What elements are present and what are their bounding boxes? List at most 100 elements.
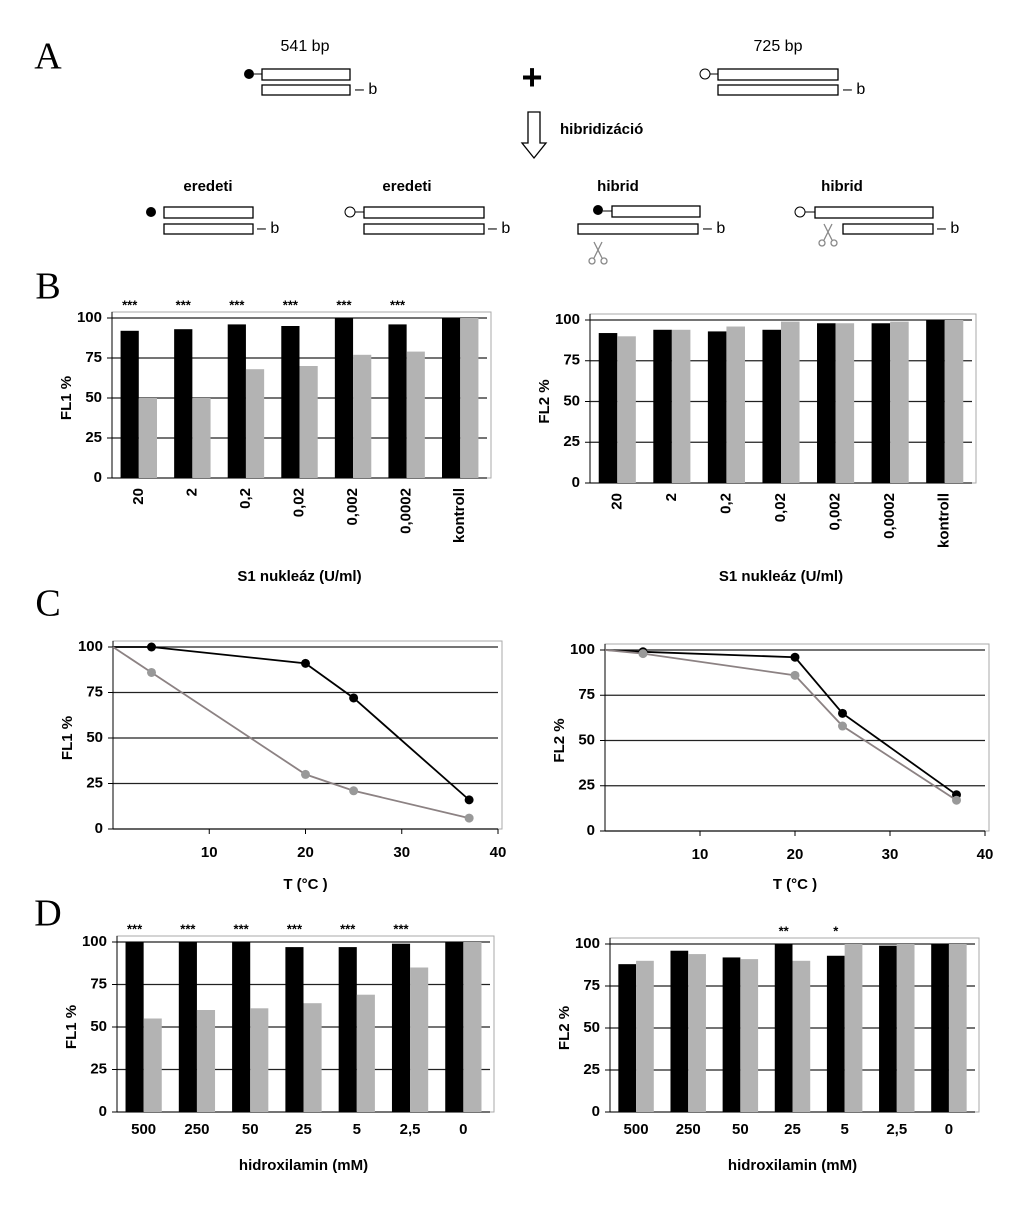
- bar: [762, 329, 781, 483]
- y-tick-label: 100: [575, 935, 600, 952]
- y-tick-label: 25: [85, 429, 102, 446]
- x-tick-label: 0,2: [717, 493, 734, 514]
- x-tick-label: 20: [787, 846, 804, 863]
- y-axis-label: FL2 %: [556, 1006, 573, 1050]
- diagram: 541 bp – b + 725 bp – b hibridizáció ere…: [146, 38, 959, 265]
- bar: [120, 330, 139, 478]
- bar: [338, 947, 357, 1112]
- strand: [842, 223, 934, 235]
- marker: [838, 721, 847, 731]
- y-tick-label: 75: [90, 975, 107, 992]
- x-tick-label: kontroll: [451, 488, 468, 543]
- strand: [261, 68, 351, 81]
- bar: [174, 329, 193, 478]
- bar: [636, 960, 654, 1112]
- y-tick-label: 0: [99, 1103, 107, 1120]
- x-axis-label: S1 nukleáz (U/ml): [237, 568, 361, 585]
- strand: [363, 223, 485, 235]
- x-tick-label: 0,02: [290, 488, 307, 517]
- bar: [463, 942, 482, 1112]
- fluorophore: [146, 207, 156, 217]
- x-tick-label: 25: [784, 1121, 801, 1138]
- bar: [774, 944, 793, 1112]
- bar: [844, 944, 863, 1112]
- strand-label: – b: [843, 81, 865, 98]
- strand: [717, 68, 839, 81]
- scissors: [588, 241, 608, 265]
- x-tick-label: kontroll: [936, 493, 953, 548]
- y-tick-label: 75: [583, 977, 600, 994]
- x-tick-label: 0: [459, 1121, 467, 1138]
- bar: [196, 1010, 216, 1112]
- significance-label: ***: [122, 297, 138, 312]
- y-tick-label: 0: [94, 469, 102, 486]
- bar: [406, 351, 425, 478]
- y-tick-label: 100: [555, 311, 580, 328]
- strand-label-text: b: [270, 220, 279, 237]
- x-axis-label: T (°C ): [773, 876, 817, 893]
- x-tick-label: 0,2: [237, 488, 254, 509]
- strand-label: – b: [355, 81, 377, 98]
- y-tick-label: 100: [82, 933, 107, 950]
- strand-label-text: b: [950, 220, 959, 237]
- x-tick-label: 25: [295, 1121, 312, 1138]
- y-tick-label: 100: [77, 309, 102, 326]
- strand-label-text: b: [856, 81, 865, 98]
- significance-label: ***: [336, 297, 352, 312]
- x-tick-label: 30: [393, 844, 410, 861]
- bar: [944, 320, 964, 483]
- x-tick-label: 2,5: [886, 1121, 907, 1138]
- bar: [707, 331, 727, 483]
- x-tick-label: 500: [131, 1121, 156, 1138]
- x-tick-label: 0,002: [344, 488, 361, 526]
- x-tick-label: 250: [184, 1121, 209, 1138]
- bar: [445, 942, 464, 1112]
- y-tick-label: 50: [90, 1018, 107, 1035]
- y-tick-label: 25: [86, 774, 103, 791]
- bar: [871, 323, 891, 483]
- bar: [740, 959, 759, 1112]
- bar: [391, 943, 411, 1112]
- bar: [688, 954, 706, 1112]
- y-tick-label: 75: [86, 683, 103, 700]
- significance-label: ***: [176, 297, 192, 312]
- significance-label: ***: [234, 921, 250, 936]
- bar: [835, 323, 855, 483]
- y-axis-label: FL2 %: [536, 379, 553, 423]
- y-axis-label: FL2 %: [551, 718, 568, 762]
- x-axis-label: hidroxilamin (mM): [728, 1157, 857, 1174]
- significance-label: ***: [229, 297, 245, 312]
- bar: [410, 967, 429, 1112]
- bar: [353, 354, 372, 478]
- fluorophore: [699, 68, 711, 80]
- strand-label: – b: [937, 220, 959, 237]
- fluorophore: [244, 69, 254, 79]
- marker: [147, 642, 156, 652]
- y-axis-label: FL1 %: [59, 716, 76, 760]
- y-tick-label: 0: [95, 820, 103, 837]
- strand-label-text: b: [501, 220, 510, 237]
- marker: [638, 649, 648, 659]
- x-tick-label: 0,02: [772, 493, 789, 522]
- x-tick-label: 0,0002: [398, 488, 415, 534]
- y-tick-label: 0: [592, 1103, 600, 1120]
- bar: [178, 942, 197, 1112]
- bar: [722, 957, 741, 1112]
- bar: [781, 321, 800, 483]
- line: [604, 649, 958, 796]
- x-tick-label: 2,5: [400, 1121, 421, 1138]
- y-axis-label: FL1 %: [58, 376, 75, 420]
- plot-frame: [112, 640, 503, 830]
- strand: [261, 84, 351, 96]
- significance-label: ***: [393, 921, 409, 936]
- significance-label: ***: [180, 921, 196, 936]
- size-label: 541 bp: [281, 38, 330, 55]
- size-label: 725 bp: [754, 38, 803, 55]
- significance-label: *: [833, 923, 839, 938]
- bar: [388, 324, 407, 478]
- marker: [147, 667, 156, 677]
- x-axis-label: T (°C ): [283, 876, 327, 893]
- marker: [952, 795, 961, 805]
- bar: [281, 326, 300, 478]
